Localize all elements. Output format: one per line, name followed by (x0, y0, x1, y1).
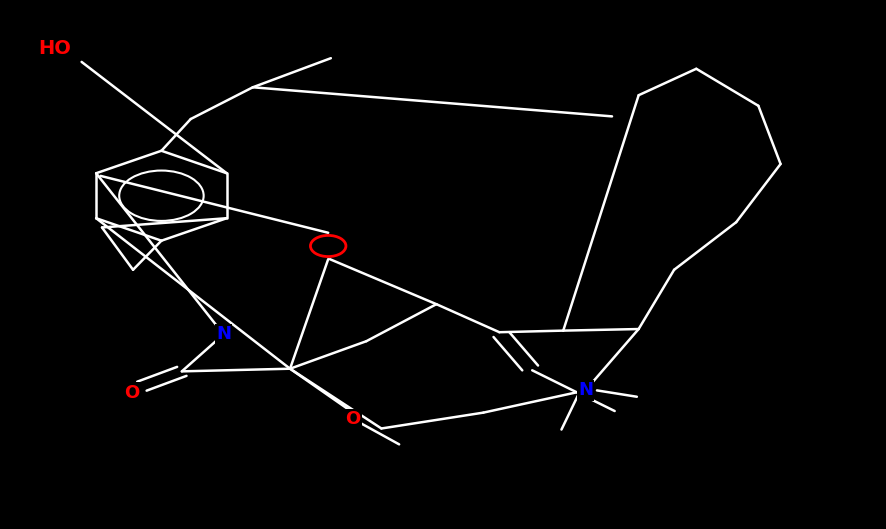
Text: N: N (216, 325, 230, 343)
Text: O: O (345, 410, 361, 428)
Text: O: O (123, 384, 139, 402)
Text: HO: HO (38, 39, 72, 58)
Text: N: N (578, 381, 592, 399)
